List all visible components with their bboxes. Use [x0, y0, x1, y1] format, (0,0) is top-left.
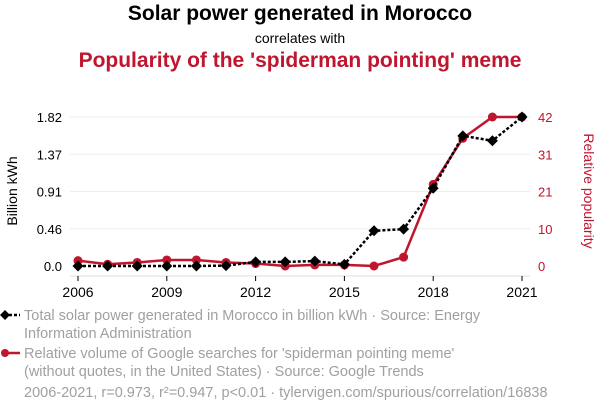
data-point-solar: [250, 256, 262, 268]
legend-marker-circle: [1, 349, 9, 357]
y-tick-label-left: 0.0: [44, 259, 62, 274]
y-tick-label-right: 0: [538, 259, 545, 274]
y-axis-label-left: Billion kWh: [4, 156, 20, 225]
data-point-popularity: [191, 255, 201, 265]
data-point-solar: [131, 260, 143, 272]
x-tick-label: 2009: [151, 284, 182, 300]
y-tick-label-left: 0.46: [37, 222, 62, 237]
data-point-solar: [486, 135, 498, 147]
data-point-solar: [190, 260, 202, 272]
chart-subtitle: correlates with: [254, 30, 346, 46]
data-point-popularity: [399, 252, 409, 262]
data-point-solar: [309, 255, 321, 267]
y-tick-label-left: 1.37: [37, 147, 62, 162]
y-tick-label-right: 42: [538, 110, 552, 125]
x-tick-label: 2006: [62, 284, 93, 300]
data-point-solar: [338, 258, 350, 270]
data-point-solar: [102, 260, 114, 272]
data-point-solar: [72, 260, 84, 272]
data-point-solar: [161, 260, 173, 272]
x-tick-label: 2012: [240, 284, 271, 300]
legend-item-series1: Total solar power generated in Morocco i…: [24, 308, 481, 342]
x-tick-label: 2021: [506, 284, 537, 300]
y-tick-label-left: 1.82: [37, 110, 62, 125]
x-tick-label: 2015: [329, 284, 360, 300]
chart-title: Solar power generated in Morocco: [127, 2, 473, 25]
data-point-solar: [398, 223, 410, 235]
data-point-popularity: [162, 255, 172, 265]
y-tick-label-right: 31: [538, 147, 552, 162]
data-point-solar: [427, 182, 439, 194]
y-tick-label-right: 21: [538, 185, 552, 200]
chart-title-secondary: Popularity of the 'spiderman pointing' m…: [78, 49, 522, 72]
data-point-popularity: [369, 261, 379, 271]
series-line-solar: [78, 116, 523, 268]
x-tick-label: 2018: [418, 284, 449, 300]
data-point-solar: [220, 260, 232, 272]
data-point-solar: [457, 130, 469, 142]
y-axis-label-right: Relative popularity: [581, 133, 597, 248]
data-point-solar: [516, 111, 528, 123]
footer-stats: 2006-2021, r=0.973, r²=0.947, p<0.01 · t…: [24, 385, 548, 401]
data-point-solar: [368, 225, 380, 237]
data-point-solar: [279, 256, 291, 268]
y-tick-label-right: 10: [538, 222, 552, 237]
y-tick-label-left: 0.91: [37, 185, 62, 200]
legend-marker-diamond: [0, 310, 10, 320]
data-point-popularity: [487, 112, 497, 122]
legend-item-series2: Relative volume of Google searches for '…: [24, 346, 455, 380]
